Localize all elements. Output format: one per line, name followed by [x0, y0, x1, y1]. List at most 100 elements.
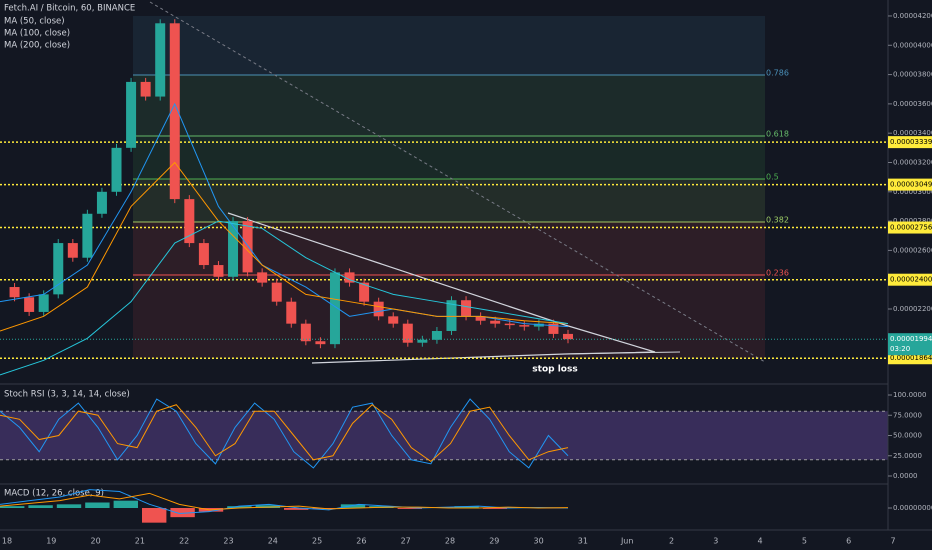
y-tick-label: 50.0000 — [893, 432, 922, 440]
fib-zone — [133, 75, 765, 136]
ma-line — [0, 161, 569, 332]
fib-label: 0.786 — [766, 69, 789, 78]
pane-title: MACD (12, 26, close, 9) — [4, 489, 104, 499]
macd-bar — [113, 500, 138, 508]
x-tick-label: 29 — [489, 537, 499, 546]
candle — [286, 301, 297, 324]
indicator-label: MA (100, close) — [4, 29, 70, 39]
macd-bar — [340, 504, 366, 508]
macd-bar — [0, 506, 25, 508]
stoch-band — [0, 411, 888, 460]
candle — [96, 191, 107, 214]
x-tick-label: Jun — [620, 537, 634, 546]
level-box — [888, 221, 932, 234]
candle — [373, 301, 384, 317]
x-tick-label: 3 — [713, 537, 718, 546]
candle — [38, 294, 49, 312]
y-tick-label: 0.00002200 — [893, 305, 932, 313]
last-price-box — [888, 333, 932, 356]
candle — [169, 23, 180, 200]
macd-bar — [227, 506, 252, 508]
macd-bar — [454, 506, 479, 508]
x-tick-label: 21 — [135, 537, 145, 546]
x-tick-label: 19 — [46, 537, 56, 546]
y-tick-label: 0.00000000 — [893, 504, 932, 512]
x-tick-label: 4 — [758, 537, 763, 546]
y-tick-label: 0.00002800 — [893, 217, 932, 225]
candle — [315, 341, 326, 345]
candle — [82, 213, 93, 258]
fib-label: 0.5 — [766, 173, 779, 182]
candle — [67, 243, 78, 258]
candle — [257, 272, 268, 283]
candle — [548, 323, 559, 334]
x-tick-label: 26 — [356, 537, 366, 546]
candle — [228, 221, 239, 277]
candle — [461, 300, 472, 317]
ma-line — [0, 220, 569, 376]
candle — [446, 300, 457, 331]
candle — [329, 272, 340, 345]
annotation: stop loss — [532, 365, 577, 375]
y-tick-label: 75.0000 — [893, 411, 922, 419]
candle — [475, 316, 486, 321]
y-tick-label: 0.00003800 — [893, 71, 932, 79]
fib-label: 0.236 — [766, 269, 789, 278]
pane-title: Stoch RSI (3, 3, 14, 14, close) — [4, 390, 130, 400]
candle — [53, 243, 64, 295]
y-tick-label: 0.00004200 — [893, 12, 932, 20]
x-tick-label: 2 — [669, 537, 674, 546]
candle — [563, 333, 573, 340]
candle — [431, 330, 442, 340]
level-box — [888, 136, 932, 149]
x-tick-label: 28 — [445, 537, 455, 546]
x-tick-label: 5 — [802, 537, 807, 546]
trend-line — [149, 1, 766, 363]
y-tick-label: 0.00003200 — [893, 158, 932, 166]
last-price-label: 0.00001994 — [890, 335, 932, 343]
level-label: 0.00003339 — [890, 138, 932, 146]
level-box — [888, 178, 932, 191]
x-tick-label: 24 — [268, 537, 278, 546]
candle — [300, 323, 311, 342]
stoch-line — [0, 398, 569, 469]
x-tick-label: 22 — [179, 537, 189, 546]
candle — [24, 297, 35, 312]
triangle-base — [564, 351, 681, 355]
candle — [490, 320, 501, 324]
candle — [126, 81, 137, 148]
x-tick-label: 31 — [578, 537, 588, 546]
macd-bar — [56, 504, 82, 508]
fib-zone — [133, 16, 765, 76]
level-box — [888, 352, 932, 365]
level-label: 0.00003049 — [890, 181, 932, 189]
macd-bar — [170, 508, 195, 518]
candle — [344, 272, 355, 283]
x-tick-label: 6 — [846, 537, 851, 546]
candle — [184, 199, 195, 244]
fib-zone — [133, 221, 765, 276]
level-label: 0.00002756 — [890, 224, 932, 232]
y-tick-label: 0.00003400 — [893, 129, 932, 137]
fib-zone — [133, 135, 765, 180]
candle — [9, 287, 20, 298]
y-tick-label: 100.0000 — [893, 391, 926, 399]
level-label: 0.00001864 — [890, 354, 932, 362]
fib-label: 0.382 — [766, 215, 789, 224]
stoch-line — [0, 404, 569, 463]
candle — [140, 81, 151, 97]
candle — [519, 325, 530, 327]
macd-bar — [482, 508, 508, 509]
chart-title: Fetch.AI / Bitcoin, 60, BINANCE — [4, 4, 135, 14]
candle — [402, 323, 413, 343]
y-tick-label: 0.00003000 — [893, 188, 932, 196]
candle — [359, 282, 370, 302]
y-tick-label: 0.00004000 — [893, 41, 932, 49]
x-tick-label: 30 — [534, 537, 544, 546]
candle — [198, 243, 209, 266]
macd-bar — [142, 508, 167, 523]
x-tick-label: 27 — [401, 537, 411, 546]
candle — [417, 339, 428, 343]
y-tick-label: 25.0000 — [893, 452, 922, 460]
